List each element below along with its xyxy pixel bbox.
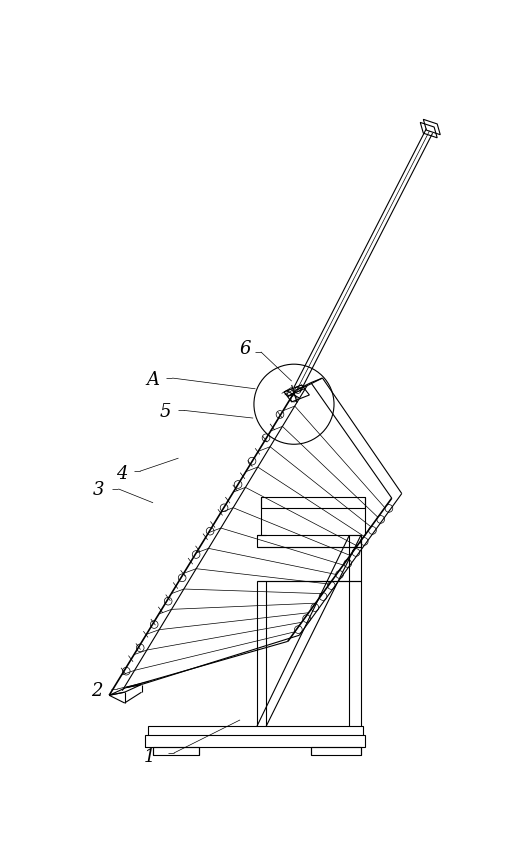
Text: 6: 6 xyxy=(239,339,250,358)
Text: 5: 5 xyxy=(159,403,171,421)
Text: 3: 3 xyxy=(93,481,105,500)
Text: A: A xyxy=(146,371,159,389)
Text: 1: 1 xyxy=(143,748,155,766)
Text: 4: 4 xyxy=(116,464,127,482)
Text: 2: 2 xyxy=(91,682,103,700)
